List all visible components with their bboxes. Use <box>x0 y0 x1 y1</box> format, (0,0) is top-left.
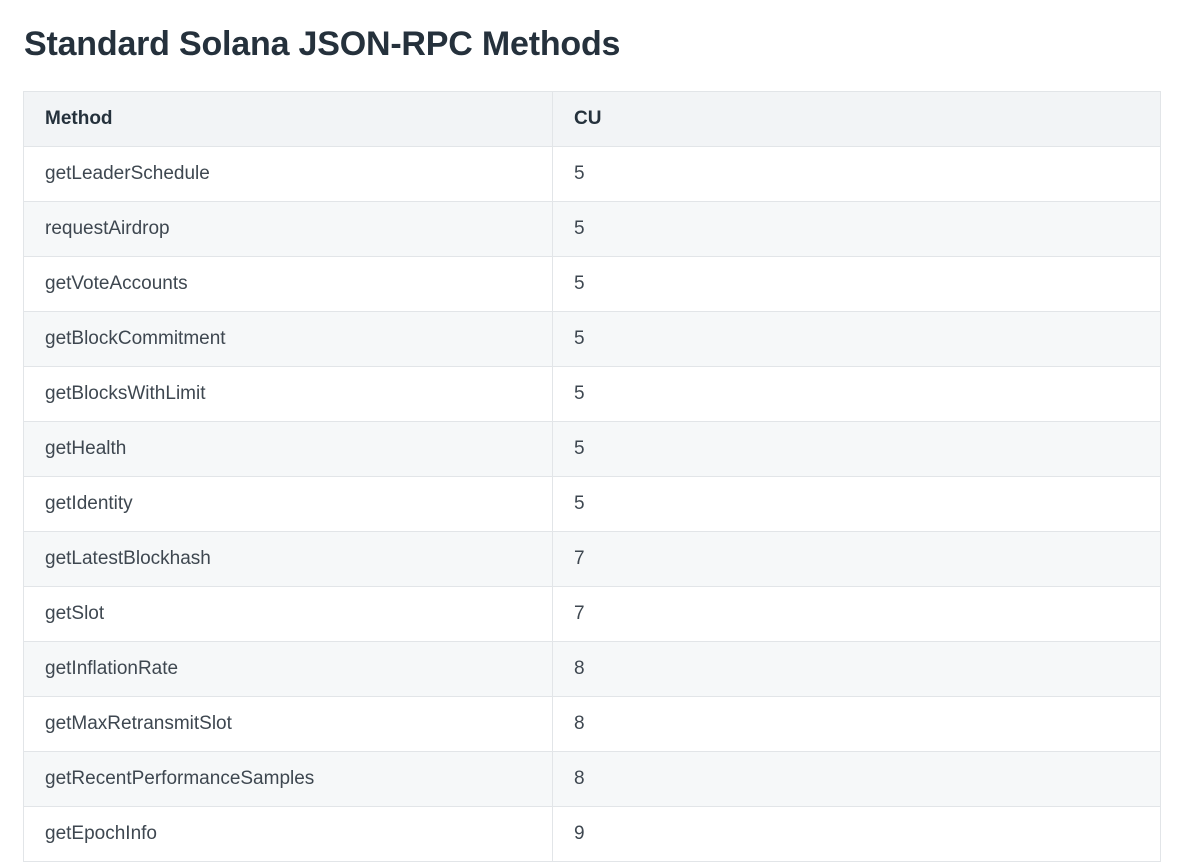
method-cell: getRecentPerformanceSamples <box>23 750 553 807</box>
table-row: getInflationRate 8 <box>23 640 1161 697</box>
method-cell: getSlot <box>23 585 553 642</box>
table-row: getMaxRetransmitSlot 8 <box>23 695 1161 752</box>
method-cell: getBlockCommitment <box>23 310 553 367</box>
method-cell: getLeaderSchedule <box>23 145 553 202</box>
table-header: Method CU <box>23 90 1161 147</box>
cu-cell: 5 <box>552 475 1161 532</box>
table-header-row: Method CU <box>23 90 1161 147</box>
method-cell: getVoteAccounts <box>23 255 553 312</box>
table-row: getLeaderSchedule 5 <box>23 145 1161 202</box>
table-row: getEpochInfo 9 <box>23 805 1161 862</box>
methods-table: Method CU getLeaderSchedule 5 requestAir… <box>23 90 1161 862</box>
method-cell: getLatestBlockhash <box>23 530 553 587</box>
table-row: getRecentPerformanceSamples 8 <box>23 750 1161 807</box>
method-cell: getInflationRate <box>23 640 553 697</box>
method-column-header: Method <box>23 90 553 147</box>
cu-cell: 7 <box>552 530 1161 587</box>
cu-cell: 8 <box>552 640 1161 697</box>
method-cell: getMaxRetransmitSlot <box>23 695 553 752</box>
cu-column-header: CU <box>552 90 1161 147</box>
table-row: getVoteAccounts 5 <box>23 255 1161 312</box>
cu-cell: 8 <box>552 750 1161 807</box>
method-cell: getIdentity <box>23 475 553 532</box>
cu-cell: 7 <box>552 585 1161 642</box>
table-row: getHealth 5 <box>23 420 1161 477</box>
cu-cell: 5 <box>552 420 1161 477</box>
cu-cell: 5 <box>552 310 1161 367</box>
table-row: getIdentity 5 <box>23 475 1161 532</box>
table-row: getLatestBlockhash 7 <box>23 530 1161 587</box>
table-row: getBlocksWithLimit 5 <box>23 365 1161 422</box>
cu-cell: 5 <box>552 200 1161 257</box>
cu-cell: 8 <box>552 695 1161 752</box>
cu-cell: 5 <box>552 145 1161 202</box>
cu-cell: 9 <box>552 805 1161 862</box>
method-cell: getBlocksWithLimit <box>23 365 553 422</box>
cu-cell: 5 <box>552 255 1161 312</box>
table-row: requestAirdrop 5 <box>23 200 1161 257</box>
method-cell: getEpochInfo <box>23 805 553 862</box>
cu-cell: 5 <box>552 365 1161 422</box>
method-cell: requestAirdrop <box>23 200 553 257</box>
method-cell: getHealth <box>23 420 553 477</box>
table-row: getBlockCommitment 5 <box>23 310 1161 367</box>
page-title: Standard Solana JSON-RPC Methods <box>24 25 621 63</box>
table-row: getSlot 7 <box>23 585 1161 642</box>
table-body: getLeaderSchedule 5 requestAirdrop 5 get… <box>23 145 1161 862</box>
